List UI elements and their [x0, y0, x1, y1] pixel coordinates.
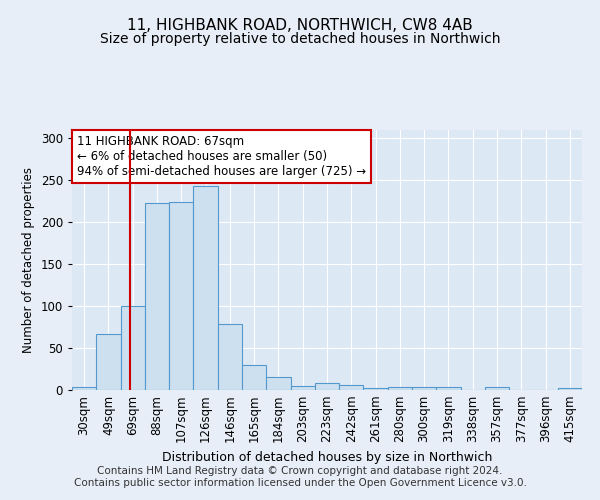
Bar: [339, 385, 364, 390]
Bar: [193, 186, 218, 390]
Bar: [436, 388, 461, 390]
Y-axis label: Number of detached properties: Number of detached properties: [22, 167, 35, 353]
Bar: [485, 388, 509, 390]
Bar: [96, 334, 121, 390]
Bar: [72, 388, 96, 390]
Text: Contains HM Land Registry data © Crown copyright and database right 2024.
Contai: Contains HM Land Registry data © Crown c…: [74, 466, 526, 487]
Text: 11, HIGHBANK ROAD, NORTHWICH, CW8 4AB: 11, HIGHBANK ROAD, NORTHWICH, CW8 4AB: [127, 18, 473, 32]
Bar: [266, 378, 290, 390]
Bar: [218, 324, 242, 390]
Bar: [558, 388, 582, 390]
Bar: [169, 202, 193, 390]
Bar: [364, 388, 388, 390]
Bar: [290, 386, 315, 390]
Bar: [242, 365, 266, 390]
Bar: [145, 203, 169, 390]
Text: Size of property relative to detached houses in Northwich: Size of property relative to detached ho…: [100, 32, 500, 46]
Bar: [388, 388, 412, 390]
Bar: [412, 388, 436, 390]
Bar: [315, 384, 339, 390]
X-axis label: Distribution of detached houses by size in Northwich: Distribution of detached houses by size …: [162, 451, 492, 464]
Bar: [121, 306, 145, 390]
Text: 11 HIGHBANK ROAD: 67sqm
← 6% of detached houses are smaller (50)
94% of semi-det: 11 HIGHBANK ROAD: 67sqm ← 6% of detached…: [77, 135, 366, 178]
